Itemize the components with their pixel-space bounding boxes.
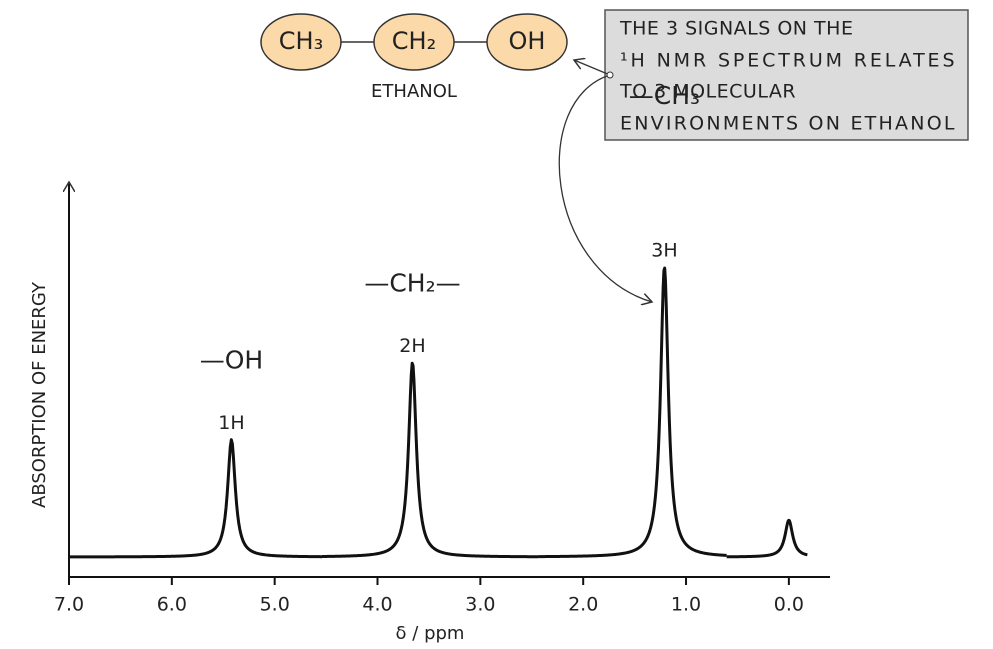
x-tick-label: 1.0: [671, 594, 701, 616]
callout-line: ENVIRONMENTS ON ETHANOL: [620, 113, 955, 135]
x-tick-label: 7.0: [54, 594, 84, 616]
atom-node: [373, 13, 455, 71]
x-tick-label: 3.0: [465, 594, 495, 616]
pointer-dot: [606, 71, 614, 79]
callout-line: THE 3 SIGNALS ON THE: [619, 18, 853, 40]
group-label: —CH₂—: [364, 268, 460, 297]
x-tick-label: 0.0: [774, 594, 804, 616]
callout-line: TO 3 MOLECULAR: [619, 81, 796, 103]
peak-label: 1H: [218, 412, 244, 434]
peak-label: 2H: [399, 335, 425, 357]
pointer-arrow: [574, 60, 611, 76]
spectrum-peak: [725, 518, 809, 559]
x-tick-label: 4.0: [362, 594, 392, 616]
spectrum-peak: [321, 361, 540, 559]
atom-node: [486, 13, 568, 71]
y-axis-label: ABSORPTION OF ENERGY: [29, 281, 50, 508]
spectrum-peak: [68, 438, 323, 559]
node-label: OH: [509, 27, 546, 55]
pointer-arrow: [558, 74, 652, 302]
callout-line: ¹H NMR SPECTRUM RELATES: [620, 50, 955, 72]
x-tick-label: 6.0: [157, 594, 187, 616]
peak-label: 3H: [651, 240, 677, 262]
atom-node: [260, 13, 342, 71]
group-label: —CH₃: [629, 81, 700, 110]
group-label: —OH: [200, 346, 263, 375]
spectrum-peak: [537, 266, 728, 559]
molecule-name: ETHANOL: [371, 81, 457, 102]
x-tick-label: 2.0: [568, 594, 598, 616]
node-label: CH₃: [279, 27, 323, 55]
node-label: CH₂: [392, 27, 436, 55]
x-axis-label: δ / ppm: [396, 623, 465, 644]
x-tick-label: 5.0: [260, 594, 290, 616]
callout-box: [604, 9, 969, 141]
